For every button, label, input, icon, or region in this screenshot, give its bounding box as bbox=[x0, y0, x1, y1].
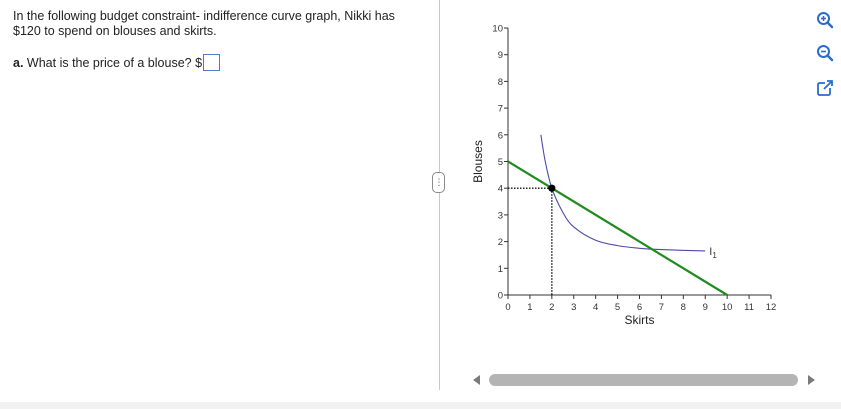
y-tick-label: 6 bbox=[498, 130, 503, 141]
x-tick-label: 2 bbox=[549, 302, 554, 313]
x-axis-label: Skirts bbox=[625, 313, 655, 327]
splitter-grip-icon: ⋮ bbox=[434, 177, 444, 187]
question-a: a. What is the price of a blouse? $ bbox=[13, 54, 221, 72]
y-tick-label: 2 bbox=[498, 237, 503, 248]
x-tick-label: 0 bbox=[505, 302, 510, 313]
chart-marks: I1 bbox=[507, 134, 728, 296]
x-tick-label: 9 bbox=[703, 302, 708, 313]
indifference-curve-label: I1 bbox=[709, 246, 717, 260]
y-tick-label: 10 bbox=[492, 24, 503, 35]
y-axis-label: Blouses bbox=[471, 140, 485, 183]
y-tick-label: 9 bbox=[498, 50, 503, 61]
x-tick-label: 5 bbox=[615, 302, 620, 313]
x-tick-label: 4 bbox=[593, 302, 598, 313]
zoom-out-button[interactable] bbox=[813, 42, 837, 64]
x-tick-label: 10 bbox=[722, 302, 733, 313]
optimum-point bbox=[548, 184, 556, 192]
y-tick-label: 0 bbox=[498, 291, 503, 302]
y-tick-label: 1 bbox=[498, 264, 503, 275]
scroll-left-arrow[interactable] bbox=[473, 375, 480, 385]
x-tick-label: 11 bbox=[744, 302, 754, 313]
blouse-price-input[interactable] bbox=[203, 54, 221, 71]
budget-line bbox=[507, 160, 728, 296]
pane-splitter-handle[interactable]: ⋮ bbox=[432, 172, 445, 193]
y-tick-label: 5 bbox=[498, 157, 503, 168]
bottom-bar bbox=[0, 402, 841, 409]
question-text: What is the price of a blouse? $ bbox=[26, 55, 203, 70]
x-tick-label: 7 bbox=[659, 302, 664, 313]
x-tick-label: 8 bbox=[681, 302, 686, 313]
y-tick-label: 8 bbox=[498, 77, 503, 88]
x-tick-label: 1 bbox=[527, 302, 532, 313]
zoom-out-icon bbox=[817, 45, 834, 62]
x-tick-label: 3 bbox=[571, 302, 576, 313]
problem-statement: In the following budget constraint- indi… bbox=[13, 9, 395, 38]
question-pane: In the following budget constraint- indi… bbox=[13, 9, 395, 72]
y-tick-label: 4 bbox=[498, 184, 503, 195]
y-tick-label: 7 bbox=[498, 104, 503, 115]
pane-divider bbox=[439, 0, 440, 390]
zoom-in-button[interactable] bbox=[813, 9, 837, 31]
zoom-in-icon bbox=[817, 12, 834, 29]
popout-button[interactable] bbox=[813, 77, 837, 99]
popout-icon bbox=[817, 80, 833, 96]
indifference-curve bbox=[540, 134, 706, 252]
horizontal-scrollbar-thumb[interactable] bbox=[489, 374, 798, 386]
question-label: a. bbox=[13, 55, 24, 70]
y-tick-label: 3 bbox=[498, 210, 503, 221]
scroll-right-arrow[interactable] bbox=[808, 375, 815, 385]
x-tick-label: 6 bbox=[637, 302, 642, 313]
x-tick-label: 12 bbox=[766, 302, 777, 313]
